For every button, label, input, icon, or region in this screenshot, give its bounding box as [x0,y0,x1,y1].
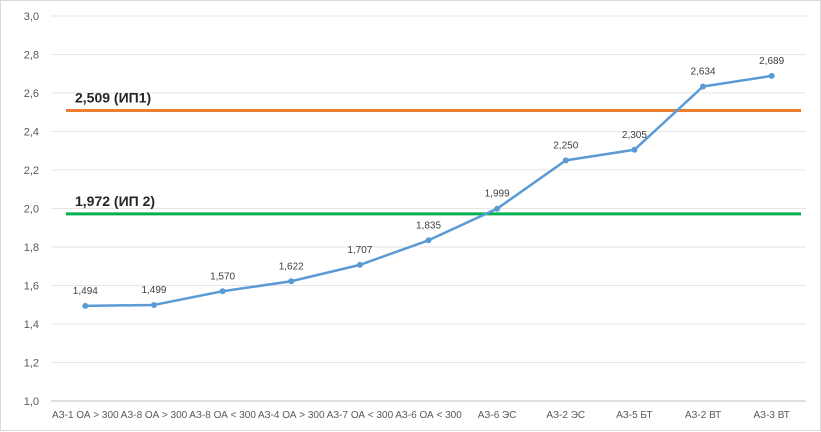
reference-line-label: 1,972 (ИП 2) [75,193,155,209]
data-point [356,261,363,268]
x-tick-label: АЗ-2 ЭС [546,410,585,421]
data-label: 1,570 [210,271,235,282]
y-tick-label: 1,2 [24,358,39,370]
data-label: 2,250 [553,140,578,151]
data-point [219,288,226,295]
y-tick-label: 1,4 [24,319,39,331]
y-tick-label: 3,0 [24,11,39,23]
x-tick-label: АЗ-8 ОА < 300 [189,410,256,421]
x-tick-label: АЗ-7 ОА < 300 [327,410,394,421]
x-tick-label: АЗ-4 ОА > 300 [258,410,325,421]
x-tick-label: АЗ-2 ВТ [685,410,721,421]
data-label: 2,689 [759,56,784,67]
x-axis-ticks: АЗ-1 ОА > 300 АЗ-8 ОА > 300 АЗ-8 ОА < 300 А… [52,410,790,421]
y-tick-label: 2,2 [24,165,39,177]
data-point [700,83,707,90]
y-tick-label: 1,6 [24,281,39,293]
y-tick-label: 2,0 [24,204,39,216]
x-tick-label: АЗ-5 БТ [616,410,653,421]
y-tick-label: 1,0 [24,396,39,408]
y-tick-label: 2,6 [24,88,39,100]
x-tick-label: АЗ-3 ВТ [753,410,789,421]
data-point [150,301,157,308]
data-label: 1,999 [485,189,510,200]
x-tick-label: АЗ-6 ЭС [478,410,517,421]
data-point [494,205,501,212]
y-tick-label: 1,8 [24,242,39,254]
x-tick-label: АЗ-1 ОА > 300 [52,410,119,421]
y-tick-label: 2,4 [24,127,39,139]
gridlines [51,15,806,402]
data-point [768,72,775,79]
y-axis-ticks: 1,0 1,2 1,4 1,6 1,8 2,0 2,2 2,4 2,6 2,8 3,0 [24,11,39,408]
data-label: 1,835 [416,220,441,231]
data-label: 1,622 [279,261,304,272]
data-point [562,157,569,164]
data-series [82,72,775,309]
data-labels: 1,494 1,499 1,570 1,622 1,707 1,835 1,999 2,250… [73,56,785,297]
data-point [82,302,89,309]
data-point [425,237,432,244]
data-label: 1,494 [73,286,98,297]
data-label: 1,707 [347,245,372,256]
reference-lines: 2,509 (ИП1) 1,972 (ИП 2) [66,90,801,216]
data-point [631,146,638,153]
data-label: 1,499 [141,285,166,296]
x-tick-label: АЗ-6 ОА < 300 [395,410,462,421]
x-tick-label: АЗ-8 ОА > 300 [121,410,188,421]
reference-line-label: 2,509 (ИП1) [75,90,151,106]
y-tick-label: 2,8 [24,50,39,62]
data-label: 2,634 [691,66,716,77]
data-point [288,278,295,285]
data-label: 2,305 [622,130,647,141]
